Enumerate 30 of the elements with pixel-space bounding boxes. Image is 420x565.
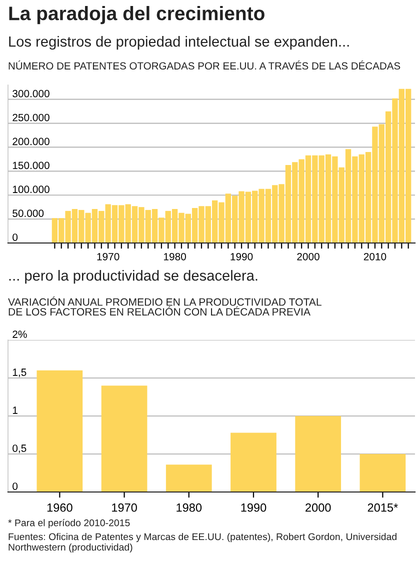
- chart-subtitle: Los registros de propiedad intelectual se expanden...: [9, 36, 349, 50]
- y-tick-label: 2%: [12, 330, 27, 338]
- y-tick-label: 200.000: [12, 138, 50, 146]
- y-tick-label: 250.000: [12, 114, 50, 122]
- y-tick-label: 100.000: [12, 186, 50, 194]
- x-tick-label: 2010: [364, 252, 386, 260]
- y-tick-label: 50.000: [12, 210, 44, 217]
- x-tick-label: 1990: [230, 252, 253, 260]
- x-tick-label: 1970: [97, 252, 120, 260]
- chart-title: La paradoja del crecimiento: [9, 6, 264, 24]
- x-tick-label: 2000: [297, 252, 320, 260]
- y-tick-label: 0: [12, 234, 18, 241]
- source-note: Fuentes: Oficina de Patentes y Marcas de EE.UU. (patentes), Robert Gordon, Universidad Northwestern (productividad): [8, 533, 396, 553]
- x-tick-label: 2015*: [368, 503, 398, 512]
- y-tick-label: 0: [12, 482, 18, 490]
- x-tick-label: 1980: [176, 503, 202, 512]
- text: * Para el período 2010-2015: [8, 519, 130, 528]
- y-tick-label: 1,5: [12, 368, 26, 378]
- x-tick-label: 1980: [164, 252, 186, 260]
- y-tick-label: 0,5: [12, 444, 26, 454]
- chart-title: ... pero la productividad se desacelera.: [9, 270, 258, 284]
- y-tick-label: 1: [12, 406, 18, 414]
- x-tick-label: 1990: [241, 503, 266, 512]
- x-tick-label: 2000: [306, 503, 331, 512]
- chart-subtitle: VARIACIÓN ANUAL PROMEDIO EN LA PRODUCTIVIDAD TOTAL DE LOS FACTORES EN RELACIÓN CON LA DÉCADA PREVIA: [8, 296, 322, 316]
- x-tick-label: 1970: [112, 503, 137, 512]
- text: NÚMERO DE PATENTES OTORGADAS POR EE.UU. A TRAVÉS DE LAS DÉCADAS: [8, 60, 400, 70]
- x-tick-label: 1960: [47, 503, 72, 512]
- y-tick-label: 150.000: [12, 162, 50, 170]
- y-tick-label: 300.000: [12, 90, 50, 98]
